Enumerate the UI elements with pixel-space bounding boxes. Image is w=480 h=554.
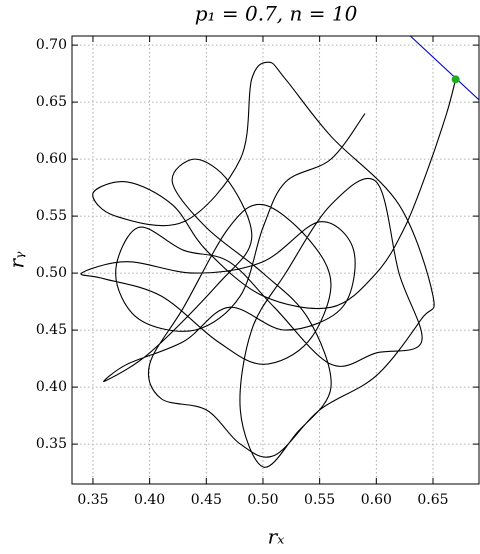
x-axis-label: rₓ <box>268 525 285 549</box>
plot-area <box>80 36 479 468</box>
trajectory-line <box>409 36 479 101</box>
y-tick-label: 0.40 <box>36 379 67 395</box>
x-tick-label: 0.35 <box>77 492 108 508</box>
y-tick-label: 0.45 <box>36 322 67 338</box>
y-tick-label: 0.65 <box>36 94 67 110</box>
x-tick-label: 0.55 <box>304 492 335 508</box>
axes-frame <box>71 35 480 485</box>
trajectory-line <box>80 61 457 468</box>
y-tick-label: 0.50 <box>36 265 67 281</box>
y-axis-label: rᵧ <box>5 251 29 269</box>
y-tick-label: 0.35 <box>36 436 67 452</box>
x-tick-label: 0.65 <box>417 492 448 508</box>
chart-title: p₁ = 0.7, n = 10 <box>195 2 358 26</box>
y-tick-label: 0.60 <box>36 151 67 167</box>
x-tick-label: 0.50 <box>247 492 278 508</box>
x-tick-label: 0.45 <box>191 492 222 508</box>
grid <box>72 36 479 484</box>
y-tick-label: 0.70 <box>36 37 67 53</box>
x-tick-label: 0.40 <box>134 492 165 508</box>
point-marker <box>451 75 460 84</box>
x-tick-label: 0.60 <box>361 492 392 508</box>
y-tick-label: 0.55 <box>36 208 67 224</box>
